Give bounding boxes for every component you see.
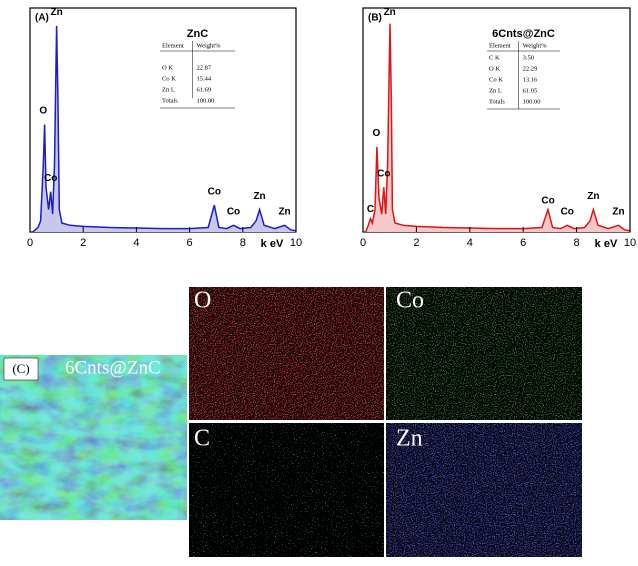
table-cell: 61.05 (523, 87, 538, 94)
chart-title: 6Cnts@ZnC (492, 28, 555, 40)
x-tick-label: 2 (413, 237, 419, 249)
peak-label: O (372, 128, 380, 139)
map-label: C (194, 426, 210, 452)
table-cell: C K (489, 54, 500, 61)
table-cell: Co K (489, 76, 503, 83)
table-header: Weight% (197, 42, 222, 49)
panel-label-box (3, 357, 39, 381)
table-cell: 13.16 (523, 76, 538, 83)
peak-label: Co (541, 195, 554, 206)
peak-label: Zn (612, 206, 624, 217)
peak-label: Zn (50, 7, 62, 18)
map-c-noise (189, 423, 384, 557)
peak-label: Co (227, 206, 240, 217)
table-cell: Zn L (162, 86, 175, 93)
table-header: Element (489, 42, 511, 49)
x-tick-label: 8 (240, 237, 246, 249)
panel-label: (B) (368, 13, 382, 24)
peak-label: Zn (587, 191, 599, 202)
table-cell: 3.50 (523, 54, 534, 61)
element-maps: (C) 6Cnts@ZnC O Co C Zn (0, 287, 582, 557)
x-axis-label: k eV (261, 238, 284, 250)
peak-label: Co (561, 206, 574, 217)
x-tick-label: 2 (80, 237, 86, 249)
map-zn-noise (386, 423, 582, 557)
peak-label: Zn (278, 206, 290, 217)
table-cell: O K (489, 65, 500, 72)
table-cell: 22.87 (197, 64, 212, 71)
table-cell: 15.44 (197, 75, 212, 82)
spectrum-line (32, 25, 297, 233)
map-label: Co (396, 288, 424, 314)
panel-label: (A) (35, 13, 49, 24)
x-tick-label: 0 (360, 237, 366, 249)
peak-label: Zn (384, 7, 396, 18)
chart-title: ZnC (187, 28, 208, 40)
peak-label: O (39, 106, 47, 117)
x-tick-label: 8 (574, 237, 580, 249)
peak-label: C (367, 204, 374, 215)
x-tick-label: 10 (624, 237, 636, 249)
map-o-noise (189, 287, 384, 420)
table-cell: Totals (489, 98, 505, 105)
peak-label: Co (44, 173, 57, 184)
peak-label: Co (377, 168, 390, 179)
table-header: Element (162, 42, 184, 49)
table-cell: 22.29 (523, 65, 538, 72)
x-tick-label: 6 (520, 237, 526, 249)
map-co-noise (386, 287, 582, 420)
x-tick-label: 4 (467, 237, 473, 249)
x-tick-label: 4 (133, 237, 139, 249)
map-label: Zn (396, 426, 423, 452)
table-cell: Zn L (489, 87, 502, 94)
peak-label: Co (208, 186, 221, 197)
panel-label: (C) (12, 361, 29, 376)
x-tick-label: 6 (187, 237, 193, 249)
spectrum-line (365, 23, 631, 233)
table-cell: 100.00 (523, 98, 541, 105)
table-cell: 100.00 (197, 97, 215, 104)
map-label: O (194, 288, 211, 314)
peak-label: Zn (253, 191, 265, 202)
table-cell: O K (162, 64, 173, 71)
composite-texture (0, 355, 187, 520)
table-header: Weight% (523, 42, 548, 49)
table-cell: Totals (162, 97, 178, 104)
x-tick-label: 10 (290, 237, 302, 249)
table-cell: Co K (162, 75, 176, 82)
x-axis-label: k eV (595, 238, 618, 250)
x-tick-label: 0 (27, 237, 33, 249)
composite-label: 6Cnts@ZnC (65, 357, 161, 378)
table-cell: 61.69 (197, 86, 212, 93)
